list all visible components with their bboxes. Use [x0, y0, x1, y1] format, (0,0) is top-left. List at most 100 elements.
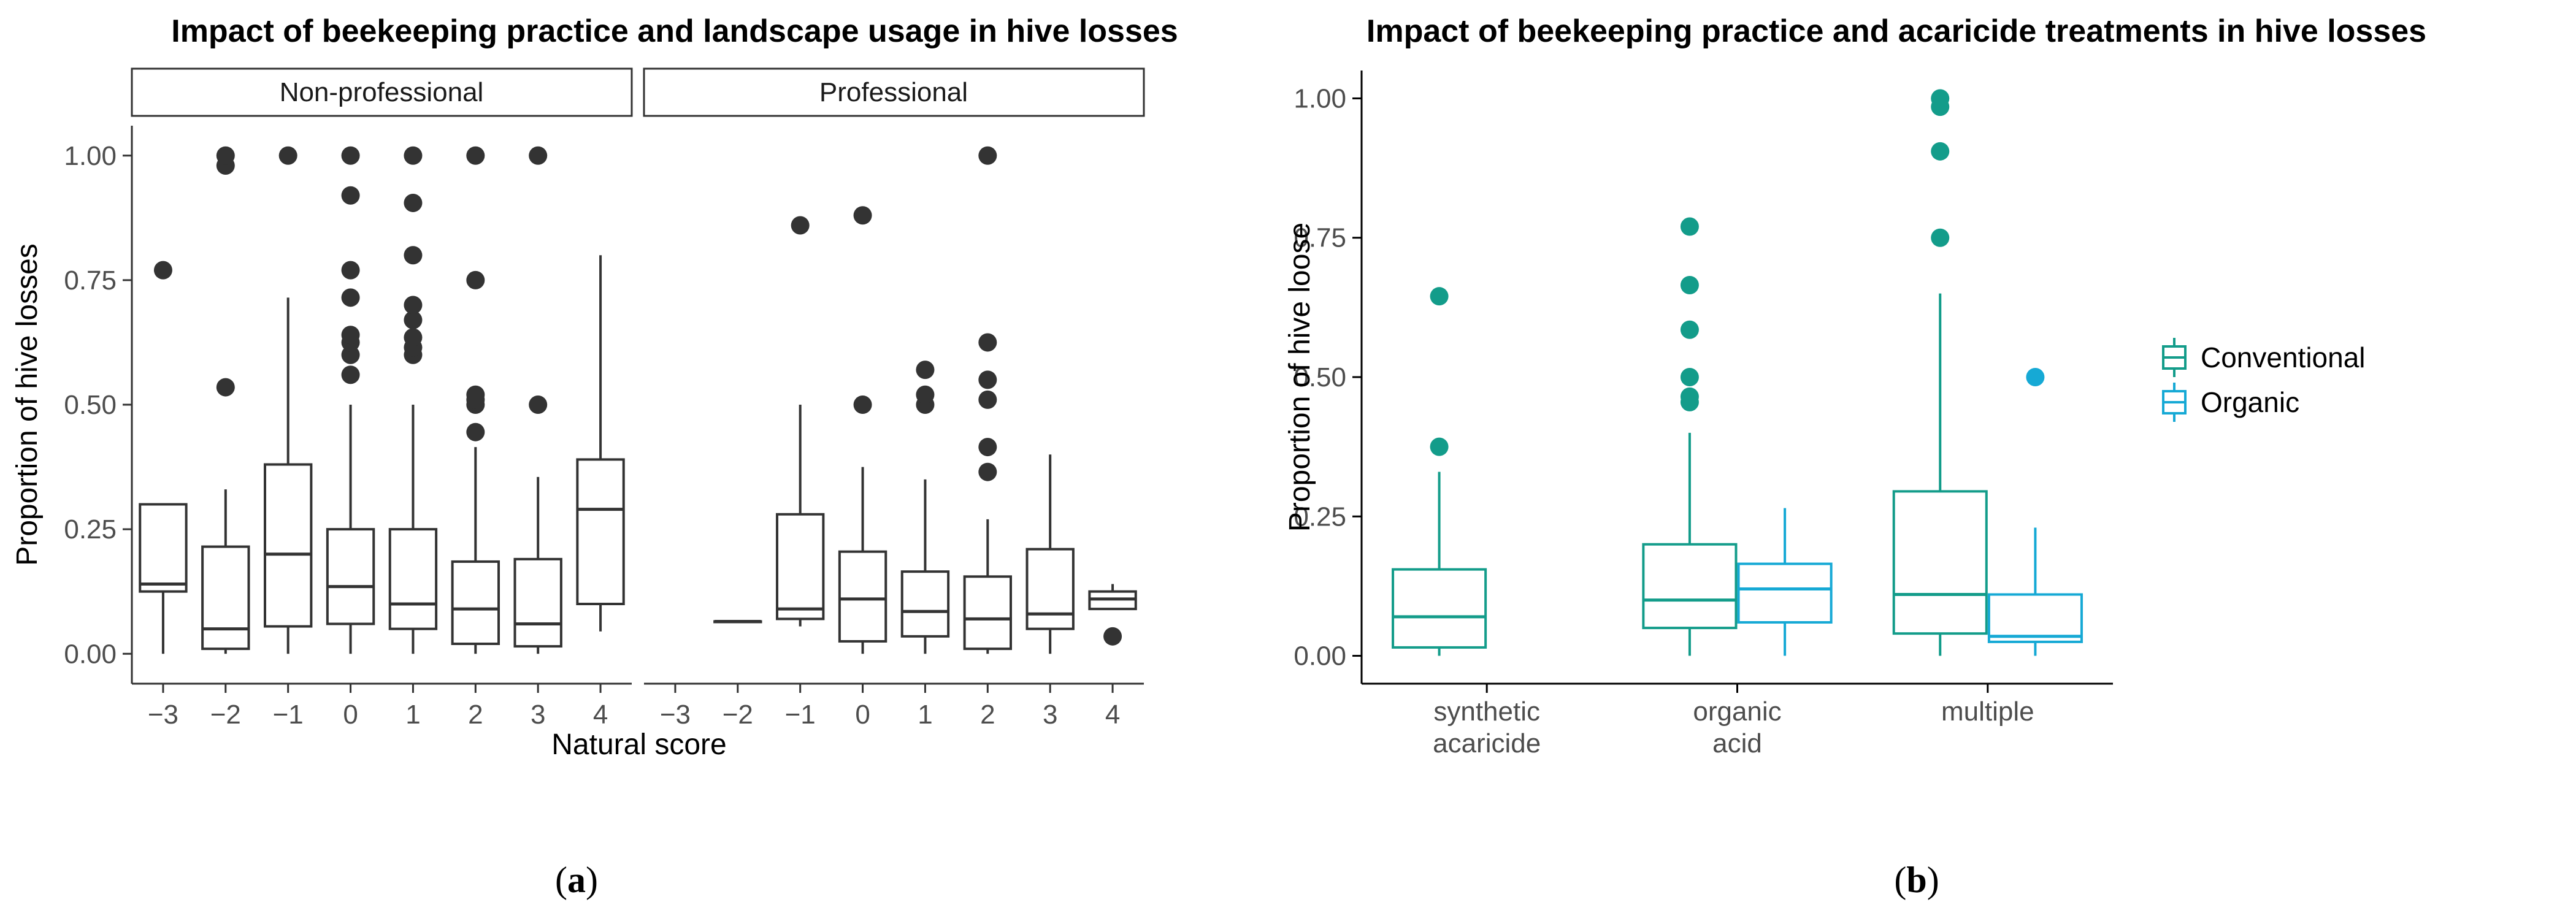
y-tick-label-b: 0.75	[1294, 223, 1346, 253]
caption-a: (a)	[555, 860, 598, 900]
box-a-outlier	[153, 261, 172, 280]
box-group-professional-minus1	[775, 216, 825, 627]
facet-label-non-professional: Non-professional	[280, 77, 484, 107]
facet-strip-non-professional	[131, 67, 633, 117]
x-tick-label-b: acaricide	[1433, 728, 1541, 758]
box-a-outlier	[466, 270, 485, 289]
box-a-box	[451, 560, 500, 645]
box-a-outlier	[404, 246, 423, 265]
box-group-non-professional-minus3	[139, 261, 188, 654]
box-group-professional-3	[1025, 454, 1075, 654]
facet-label-professional: Professional	[819, 77, 968, 107]
boxes-b	[1392, 89, 2083, 656]
box-a-outlier	[341, 186, 360, 205]
box-a-outlier	[529, 395, 548, 414]
box-group-professional-minus2	[713, 619, 762, 624]
y-tick-label-a: 1.00	[64, 141, 117, 171]
panel-b: Impact of beekeeping practice and acaric…	[1284, 13, 2426, 758]
caption-b: (b)	[1894, 860, 1939, 900]
box-a-outlier	[404, 296, 423, 315]
box-a-box	[775, 513, 825, 621]
box-b-conventional-outlier	[1680, 276, 1699, 294]
box-b-organic-box	[1737, 562, 1833, 624]
box-a-outlier	[791, 216, 810, 235]
x-tick-label-b: multiple	[1941, 697, 2034, 727]
box-a-box	[576, 458, 625, 605]
x-tick-label-a: −3	[660, 700, 691, 730]
x-tick-label-a: −2	[723, 700, 753, 730]
y-tick-label-a: 0.00	[64, 639, 117, 669]
box-a-outlier	[404, 193, 423, 212]
y-tick-label-b: 0.25	[1294, 502, 1346, 532]
y-tick-label-b: 0.50	[1294, 362, 1346, 392]
x-tick-label-a: 0	[343, 700, 358, 730]
box-a-outlier	[1103, 627, 1122, 646]
y-ticks-b: 0.00 0.25 0.50 0.75 1.00	[1294, 83, 1362, 671]
x-tick-label-a: 0	[855, 700, 870, 730]
box-group-non-professional-minus1	[263, 146, 313, 654]
box-b-conventional-outlier	[1680, 368, 1699, 386]
y-axis-label-b: Proportion of hive loose	[1284, 223, 1316, 532]
legend-label: Conventional	[2201, 342, 2366, 373]
box-a-box	[963, 575, 1013, 651]
x-tick-label-a: 1	[918, 700, 932, 730]
box-group-organic-organic-acid	[1737, 508, 1833, 656]
legend-b: Conventional Organic	[2162, 338, 2366, 422]
box-a-outlier	[341, 288, 360, 307]
box-group-non-professional-0	[326, 146, 375, 654]
x-axis-label-a: Natural score	[551, 728, 726, 761]
y-tick-label-a: 0.75	[64, 265, 117, 296]
box-b-organic-box	[1987, 593, 2083, 643]
box-a-outlier	[404, 310, 423, 329]
x-tick-label-a: 4	[593, 700, 608, 730]
x-tick-label-a: −3	[148, 700, 178, 730]
box-a-outlier	[466, 422, 485, 441]
box-a-outlier	[978, 390, 997, 409]
y-tick-label-b: 1.00	[1294, 83, 1346, 113]
box-a-outlier	[404, 146, 423, 165]
x-tick-label-a: 2	[980, 700, 995, 730]
chart-a-title: Impact of beekeeping practice and landsc…	[171, 13, 1178, 49]
x-tick-label-b: acid	[1712, 728, 1762, 758]
y-ticks-a: 0.00 0.25 0.50 0.75 1.00	[64, 141, 132, 669]
box-group-non-professional-minus2	[201, 146, 250, 654]
x-tick-label-b: synthetic	[1433, 697, 1540, 727]
box-b-conventional-outlier	[1430, 437, 1449, 456]
box-b-conventional-outlier	[1931, 89, 1950, 108]
x-tick-label-a: 2	[468, 700, 483, 730]
box-a-outlier	[916, 361, 935, 380]
x-tick-label-a: −1	[273, 700, 304, 730]
box-group-conventional-organic-acid	[1642, 217, 1738, 656]
box-group-non-professional-3	[513, 146, 562, 654]
box-a-outlier	[466, 146, 485, 165]
box-a-outlier	[341, 261, 360, 280]
box-group-conventional-multiple	[1892, 89, 1988, 656]
box-group-organic-multiple	[1987, 368, 2083, 656]
box-a-outlier	[278, 146, 297, 165]
box-a-box	[139, 503, 188, 593]
box-a-box	[326, 528, 375, 625]
y-tick-label-b: 0.00	[1294, 641, 1346, 671]
panel-a: Impact of beekeeping practice and landsc…	[11, 13, 1178, 761]
box-a-outlier	[978, 370, 997, 389]
x-tick-label-a: 1	[405, 700, 420, 730]
box-a-outlier	[853, 206, 872, 225]
box-group-professional-4	[1088, 584, 1137, 646]
box-b-conventional-outlier	[1680, 217, 1699, 236]
box-a-outlier	[529, 146, 548, 165]
box-a-outlier	[466, 385, 485, 404]
x-tick-label-a: 3	[531, 700, 545, 730]
box-group-professional-0	[838, 206, 887, 654]
box-group-non-professional-4	[576, 255, 625, 632]
box-a-outlier	[404, 328, 423, 347]
box-a-outlier	[216, 146, 235, 165]
box-a-outlier	[978, 438, 997, 457]
y-tick-label-a: 0.50	[64, 390, 117, 420]
box-b-conventional-outlier	[1680, 320, 1699, 339]
x-tick-label-b: organic	[1693, 697, 1781, 727]
box-a-box	[513, 557, 562, 648]
box-b-conventional-box	[1892, 490, 1988, 635]
box-b-conventional-outlier	[1680, 387, 1699, 406]
box-a-box	[388, 528, 438, 630]
